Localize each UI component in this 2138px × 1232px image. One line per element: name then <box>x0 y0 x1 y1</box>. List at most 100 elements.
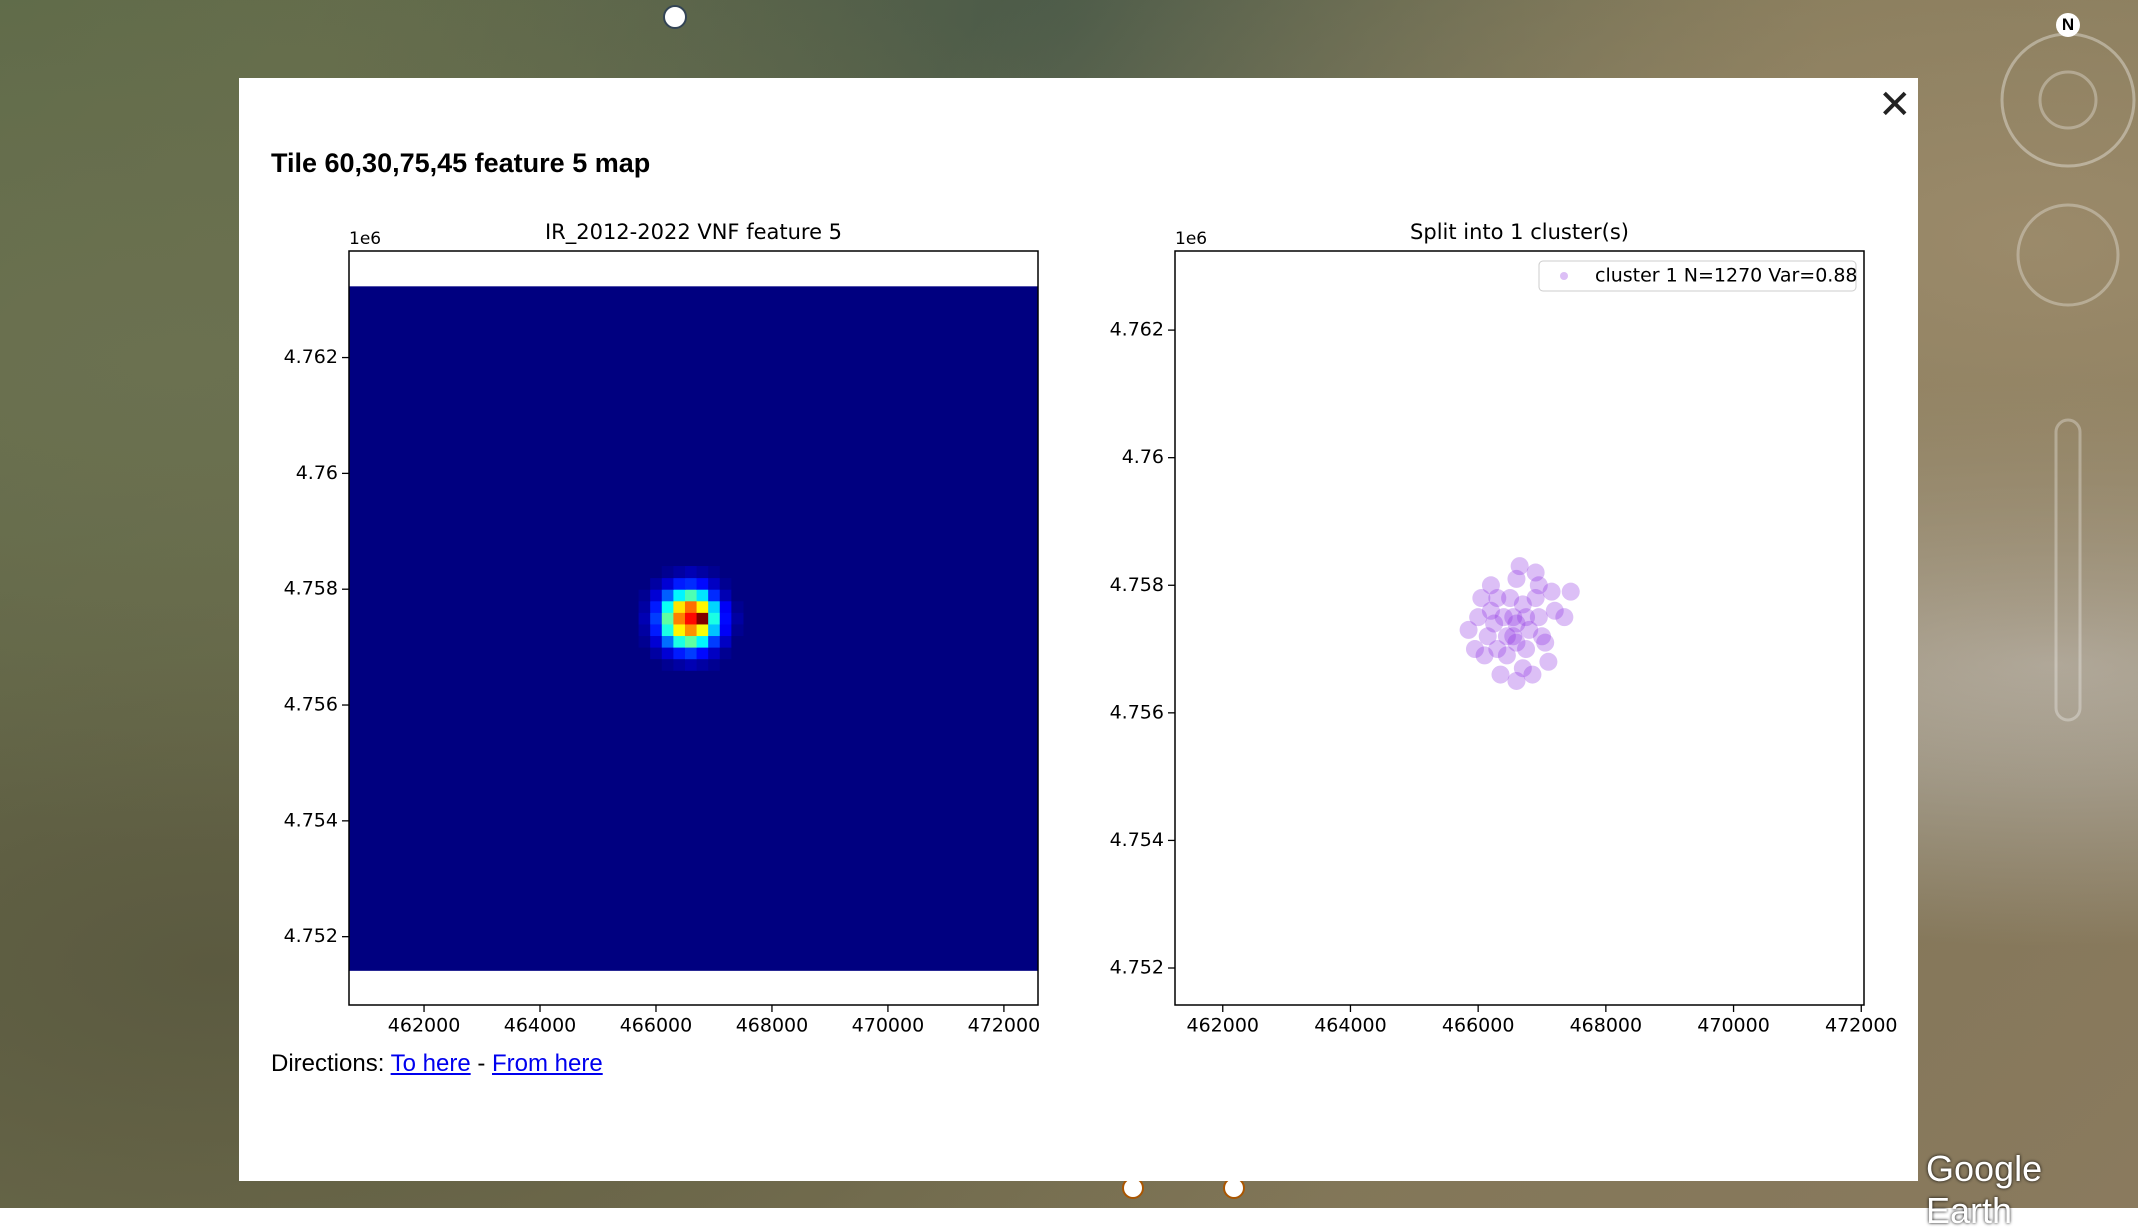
y-tick-label: 4.762 <box>284 346 338 368</box>
heatmap-cell <box>719 600 732 613</box>
heatmap-cell <box>708 658 721 671</box>
x-tick-label: 462000 <box>388 1015 461 1037</box>
separator: - <box>477 1050 486 1077</box>
heatmap-cell <box>661 623 674 637</box>
y-tick-label: 4.76 <box>296 462 338 484</box>
x-tick-label: 464000 <box>1314 1015 1387 1037</box>
scatter-point <box>1520 620 1539 639</box>
scatter-point <box>1497 627 1516 646</box>
scatter-point <box>1475 646 1494 665</box>
chart-title: IR_2012-2022 VNF feature 5 <box>545 220 842 245</box>
heatmap-cell <box>684 647 698 660</box>
heatmap-cell <box>708 612 721 625</box>
axis-offset: 1e6 <box>1175 229 1207 249</box>
heatmap-cell <box>650 612 663 625</box>
scatter-point <box>1510 557 1529 576</box>
x-tick-label: 466000 <box>1442 1015 1515 1037</box>
heatmap-cell <box>696 647 709 660</box>
legend-box <box>1538 260 1857 292</box>
scatter-point <box>1488 589 1507 608</box>
heatmap-cell <box>638 589 651 602</box>
scatter-point <box>1465 640 1484 659</box>
y-tick-label: 4.752 <box>284 925 338 947</box>
heatmap-cell <box>650 600 663 613</box>
heatmap-cell <box>731 658 744 671</box>
popup-title: Tile 60,30,75,45 feature 5 map <box>271 148 651 178</box>
map-marker[interactable] <box>663 5 687 29</box>
heatmap-cell <box>661 612 674 625</box>
scatter-point <box>1539 652 1558 671</box>
scatter-point <box>1526 563 1545 582</box>
legend-label: cluster 1 N=1270 Var=0.88 <box>1595 265 1858 287</box>
scatter-point <box>1517 608 1536 627</box>
heatmap-cell <box>684 589 698 602</box>
scatter-point <box>1507 614 1526 633</box>
heatmap-cell <box>650 577 663 590</box>
heatmap-cell <box>684 658 698 671</box>
scatter-point <box>1494 608 1513 627</box>
scatter-point <box>1459 620 1478 639</box>
heatmap-cell <box>708 647 721 660</box>
close-button[interactable]: ✕ <box>1878 82 1912 128</box>
scatter-point <box>1517 640 1536 659</box>
y-tick-label: 4.762 <box>1110 319 1164 341</box>
scatter-point <box>1485 614 1504 633</box>
heatmap-cell <box>708 566 721 579</box>
heatmap-cell <box>731 647 744 660</box>
heatmap-cell <box>673 612 686 625</box>
scatter-point <box>1545 601 1564 620</box>
move-control[interactable] <box>2016 203 2120 307</box>
heatmap-cell <box>731 577 744 590</box>
compass[interactable]: N <box>2056 13 2080 37</box>
scatter-point <box>1513 595 1532 614</box>
heatmap-cell <box>661 635 674 648</box>
heatmap-cell <box>719 589 732 602</box>
heatmap-cell <box>684 635 698 648</box>
x-tick-label: 462000 <box>1186 1015 1259 1037</box>
heatmap-cell <box>673 589 686 602</box>
scatter-point <box>1469 608 1488 627</box>
link-from-here[interactable]: From here <box>492 1050 603 1077</box>
scatter-point <box>1513 659 1532 678</box>
scatter-point <box>1481 601 1500 620</box>
scatter-point <box>1529 576 1548 595</box>
heatmap-cell <box>708 623 721 637</box>
scatter-point <box>1504 627 1523 646</box>
heatmap-cell <box>684 566 698 579</box>
heatmap-cell <box>696 589 709 602</box>
scatter-point <box>1529 608 1548 627</box>
y-tick-label: 4.756 <box>1110 701 1164 723</box>
zoom-slider[interactable] <box>2054 418 2082 722</box>
x-tick-label: 472000 <box>1825 1015 1898 1037</box>
scatter-point <box>1478 627 1497 646</box>
heatmap-cell <box>731 612 744 625</box>
y-tick-label: 4.758 <box>284 578 338 600</box>
heatmap-cell <box>661 647 674 660</box>
scatter-point <box>1555 608 1574 627</box>
scatter-point <box>1526 589 1545 608</box>
heatmap-cell <box>638 600 651 613</box>
scatter-point <box>1488 640 1507 659</box>
scatter-point <box>1507 671 1526 690</box>
heatmap-cell <box>661 566 674 579</box>
directions: Directions: To here - From here <box>271 1050 603 1078</box>
heatmap-cell <box>696 623 709 637</box>
heatmap-cell <box>673 623 686 637</box>
look-joystick[interactable] <box>2038 70 2098 130</box>
heatmap-cell <box>638 623 651 637</box>
heatmap-cell <box>719 623 732 637</box>
y-tick-label: 4.754 <box>1110 829 1164 851</box>
heatmap-cell <box>719 658 732 671</box>
heatmap-cell <box>696 658 709 671</box>
heatmap-cell <box>673 658 686 671</box>
scatter-point <box>1481 576 1500 595</box>
x-tick-label: 468000 <box>736 1015 809 1037</box>
heatmap-cell <box>661 589 674 602</box>
link-to-here[interactable]: To here <box>390 1050 471 1077</box>
heatmap-cell <box>673 577 686 590</box>
heatmap-cell <box>673 635 686 648</box>
heatmap-cell <box>673 647 686 660</box>
heatmap-cell <box>684 612 698 625</box>
